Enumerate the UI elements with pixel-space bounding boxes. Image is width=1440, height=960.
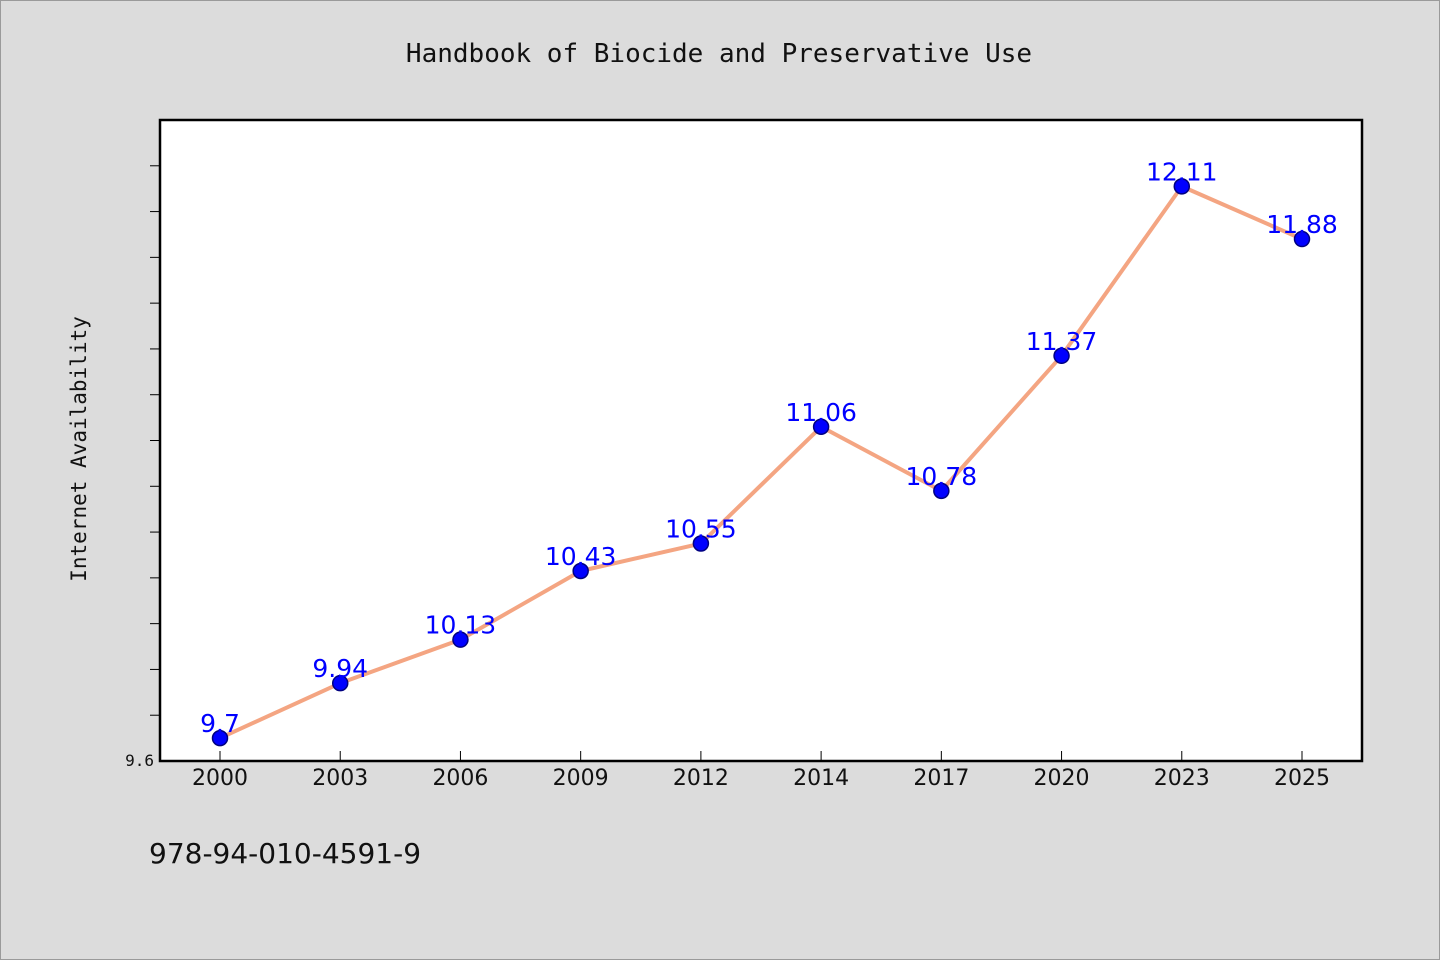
x-tick-label: 2006 — [432, 766, 488, 791]
data-point — [572, 562, 589, 580]
series-layer: 9.7 9.94 10.13 10.43 10.55 11.06 10.78 11.37 12.… — [200, 157, 1338, 747]
data-point — [812, 418, 830, 436]
data-label: 9.94 — [312, 654, 368, 683]
data-label: 10.13 — [425, 611, 497, 640]
x-axis-ticks: 2000 2003 2006 2009 2012 2014 2017 2020 2023 2025 — [192, 751, 1330, 791]
data-point — [1173, 178, 1191, 195]
data-point — [452, 631, 469, 648]
y-axis-ticks: 9.6 — [125, 165, 160, 770]
chart-title: Handbook of Biocide and Preservative Use — [406, 39, 1032, 69]
footnote-isbn: 978-94-010-4591-9 — [149, 837, 421, 870]
data-point — [692, 535, 710, 552]
x-tick-label: 2000 — [192, 766, 248, 791]
x-tick-label: 2017 — [913, 766, 969, 791]
y-axis-label: Internet Availability — [67, 316, 91, 582]
data-point — [211, 729, 229, 747]
data-label: 10.78 — [906, 462, 978, 491]
data-label: 11.88 — [1266, 210, 1338, 239]
data-point — [933, 482, 950, 500]
x-tick-label: 2014 — [793, 766, 849, 791]
y-tick-label: 9.6 — [125, 751, 154, 770]
series-line — [218, 184, 1304, 741]
plot-area — [160, 120, 1362, 761]
data-point — [1053, 347, 1070, 365]
x-tick-label: 2025 — [1274, 766, 1330, 791]
data-label: 11.06 — [785, 398, 857, 427]
data-label: 12.11 — [1146, 157, 1218, 186]
plot-border — [158, 118, 1364, 763]
data-label: 10.55 — [665, 515, 737, 544]
data-label: 11.37 — [1026, 327, 1098, 356]
x-tick-label: 2012 — [673, 766, 729, 791]
x-tick-label: 2020 — [1034, 766, 1090, 791]
data-point — [331, 674, 349, 692]
data-label: 9.7 — [200, 709, 240, 738]
data-point — [1293, 230, 1311, 248]
x-tick-label: 2003 — [312, 766, 368, 791]
data-label: 10.43 — [545, 542, 617, 571]
x-tick-label: 2009 — [553, 766, 609, 791]
x-tick-label: 2023 — [1154, 766, 1210, 791]
